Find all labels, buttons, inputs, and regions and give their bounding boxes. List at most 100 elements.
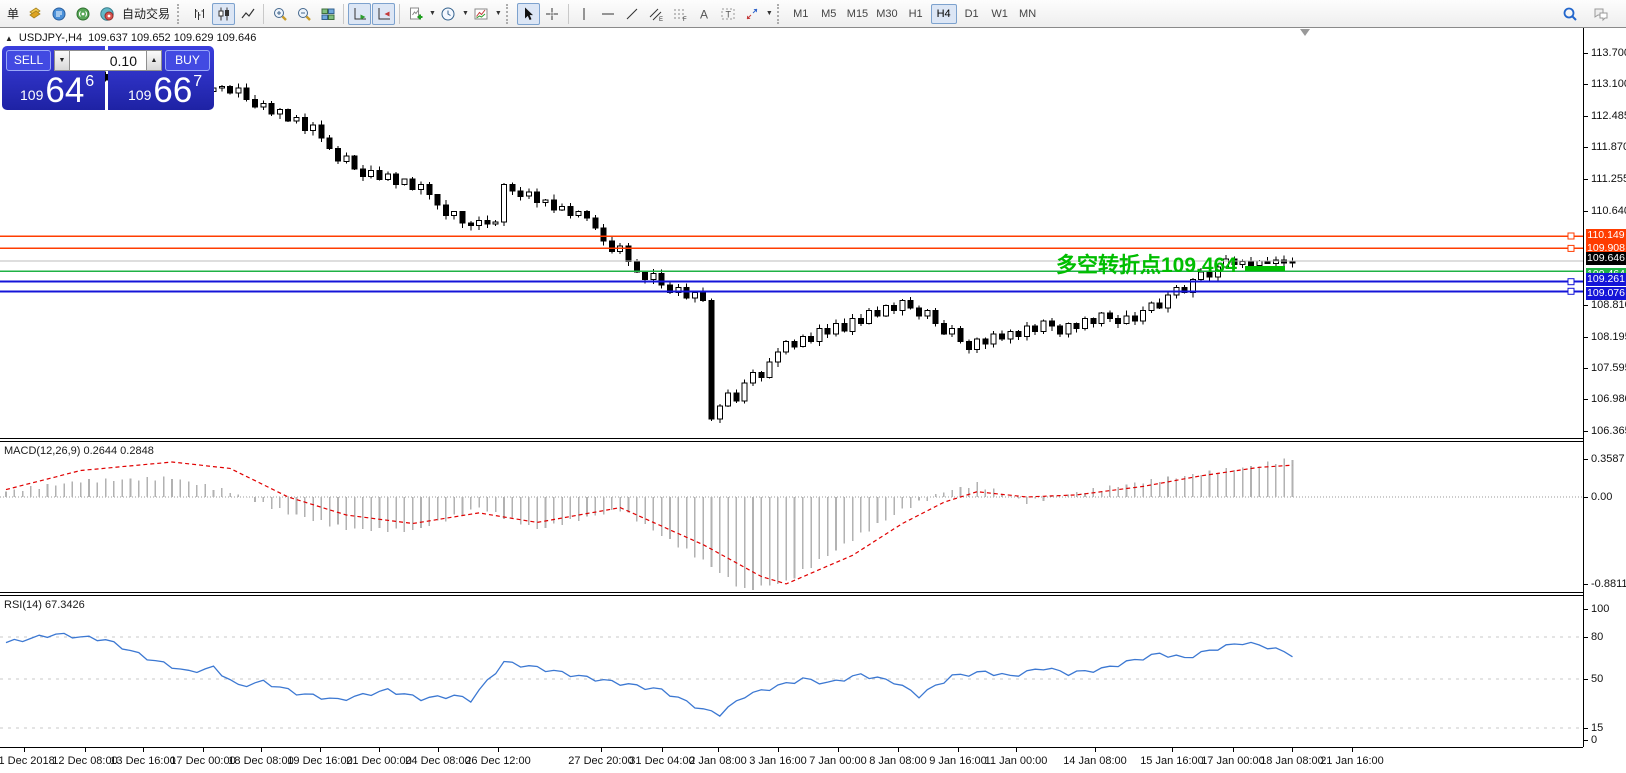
order-button-label[interactable]: 单 <box>7 7 20 21</box>
time-label: 9 Jan 16:00 <box>929 755 987 767</box>
panel-collapse-arrow-icon[interactable]: ▲ <box>5 33 13 43</box>
one-click-trading-panel: SELL BUY ▼ ▲ 109 64 6 109 66 7 <box>2 46 214 110</box>
time-label: 26 Dec 12:00 <box>465 755 531 767</box>
rsi-tick-label: 0 <box>1591 734 1598 746</box>
volume-decrease-button[interactable]: ▼ <box>54 50 70 71</box>
macd-label: MACD(12,26,9) 0.2644 0.2848 <box>4 445 154 457</box>
time-label: 11 Jan 00:00 <box>984 755 1048 767</box>
timeframe-mn[interactable]: MN <box>1019 7 1037 20</box>
macd-tick-label: -0.8811 <box>1591 578 1626 590</box>
buy-price-display[interactable]: 109 66 7 <box>128 71 202 110</box>
symbol-period-label: USDJPY-,H4 <box>18 32 83 44</box>
macd-pane-canvas[interactable] <box>0 442 1583 592</box>
annotation-underline <box>1244 265 1285 271</box>
volume-increase-button[interactable]: ▲ <box>146 50 162 71</box>
timeframe-m1[interactable]: M1 <box>793 7 809 20</box>
toolbar-grip[interactable] <box>177 3 182 24</box>
timeframe-m5[interactable]: M5 <box>821 7 837 20</box>
pane-splitter[interactable] <box>0 592 1583 596</box>
sell-button[interactable]: SELL <box>6 50 51 71</box>
trendline-tool-button[interactable] <box>621 3 644 25</box>
time-label: 17 Dec 00:00 <box>170 755 236 767</box>
line-chart-type-button[interactable] <box>236 3 259 25</box>
buy-price-prefix: 109 <box>128 87 152 103</box>
time-label: 18 Dec 08:00 <box>228 755 294 767</box>
time-label: 31 Dec 04:00 <box>629 755 695 767</box>
equidistant-channel-tool-button[interactable]: E <box>645 3 668 25</box>
time-label: 8 Jan 08:00 <box>869 755 927 767</box>
time-label: 27 Dec 20:00 <box>568 755 634 767</box>
price-tick-label: 107.595 <box>1591 361 1626 374</box>
time-label: 11 Dec 2018 <box>0 755 55 767</box>
rsi-line <box>5 632 1293 717</box>
price-tick-label: 113.700 <box>1591 47 1626 59</box>
tile-windows-button[interactable] <box>316 3 339 25</box>
bar-chart-type-button[interactable] <box>188 3 211 25</box>
arrows-dropdown-arrow[interactable]: ▼ <box>765 10 773 17</box>
sell-price-sup: 6 <box>85 73 95 90</box>
horizontal-line-tool-button[interactable] <box>597 3 620 25</box>
volume-input[interactable] <box>70 50 146 71</box>
search-icon[interactable] <box>1558 3 1581 25</box>
price-axis[interactable]: 113.700 113.100 112.485 111.870 111.255 110.6… <box>1583 28 1626 747</box>
toolbar-grip[interactable] <box>505 3 511 24</box>
time-label: 19 Dec 16:00 <box>287 755 353 767</box>
indicators-dropdown-arrow[interactable]: ▼ <box>429 10 436 17</box>
time-label: 2 Jan 08:00 <box>689 755 747 767</box>
periods-dropdown-arrow[interactable]: ▼ <box>461 10 469 17</box>
chat-icon[interactable] <box>1589 3 1612 25</box>
indicators-button[interactable] <box>404 3 427 25</box>
autotrade-button-label[interactable]: 自动交易 <box>122 7 171 21</box>
chart-shift-marker-icon[interactable] <box>1300 29 1310 36</box>
periods-button[interactable] <box>437 3 460 25</box>
candlesticks <box>3 60 1296 423</box>
toolbar-grip[interactable] <box>776 3 782 24</box>
zoom-out-button[interactable] <box>292 3 315 25</box>
macd-tick-label: 0.3587 <box>1591 452 1625 465</box>
time-label: 18 Jan 08:00 <box>1260 755 1324 767</box>
timeframe-m30[interactable]: M30 <box>876 7 898 20</box>
price-level-label: 109.261 <box>1586 273 1626 287</box>
buy-button[interactable]: BUY <box>165 50 210 71</box>
rsi-tick-label: 15 <box>1591 722 1604 734</box>
timeframe-h4[interactable]: H4 <box>930 3 957 24</box>
price-tick-label: 113.100 <box>1591 77 1626 90</box>
vertical-line-tool-button[interactable] <box>573 3 596 25</box>
autotrade-icon[interactable] <box>95 3 118 25</box>
time-label: 21 Jan 16:00 <box>1320 755 1384 767</box>
auto-scroll-button[interactable] <box>348 2 372 25</box>
timeframe-d1[interactable]: D1 <box>964 7 979 20</box>
text-label-tool-button[interactable]: T <box>717 3 740 25</box>
timeframe-h1[interactable]: H1 <box>908 7 923 20</box>
text-tool-button[interactable]: A <box>693 3 716 25</box>
crosshair-tool-button[interactable] <box>541 3 564 25</box>
candlestick-chart-type-button[interactable] <box>212 2 236 25</box>
sell-price-display[interactable]: 109 64 6 <box>20 73 95 108</box>
price-chart-canvas[interactable] <box>0 28 1583 438</box>
templates-button[interactable] <box>470 3 493 25</box>
zoom-in-button[interactable] <box>268 3 291 25</box>
fibonacci-tool-button[interactable]: F <box>669 3 692 25</box>
price-tick-label: 106.365 <box>1591 424 1626 437</box>
time-label: 17 Jan 00:00 <box>1201 755 1265 767</box>
signal-icon[interactable] <box>71 3 94 25</box>
cursor-tool-button[interactable] <box>516 2 540 25</box>
chart-shift-button[interactable] <box>372 2 396 25</box>
new-order-icon[interactable] <box>23 3 46 25</box>
time-label: 7 Jan 00:00 <box>809 755 867 767</box>
rsi-pane-canvas[interactable] <box>0 596 1583 747</box>
price-tick-label: 110.640 <box>1591 204 1626 217</box>
ohlc-values: 109.637 109.652 109.629 109.646 <box>88 32 257 44</box>
arrows-tool-button[interactable] <box>741 3 764 25</box>
svg-text:A: A <box>700 7 708 21</box>
buy-price-big: 66 <box>153 71 193 110</box>
chart-title: ▲ USDJPY-,H4 109.637 109.652 109.629 109… <box>5 32 256 44</box>
price-level-label: 109.646 <box>1586 252 1626 266</box>
news-icon[interactable] <box>47 3 70 25</box>
templates-dropdown-arrow[interactable]: ▼ <box>494 10 502 17</box>
pane-splitter[interactable] <box>0 438 1583 442</box>
timeframe-m15[interactable]: M15 <box>846 7 869 20</box>
timeframe-w1[interactable]: W1 <box>991 7 1008 20</box>
price-level-label: 109.908 <box>1586 241 1626 255</box>
